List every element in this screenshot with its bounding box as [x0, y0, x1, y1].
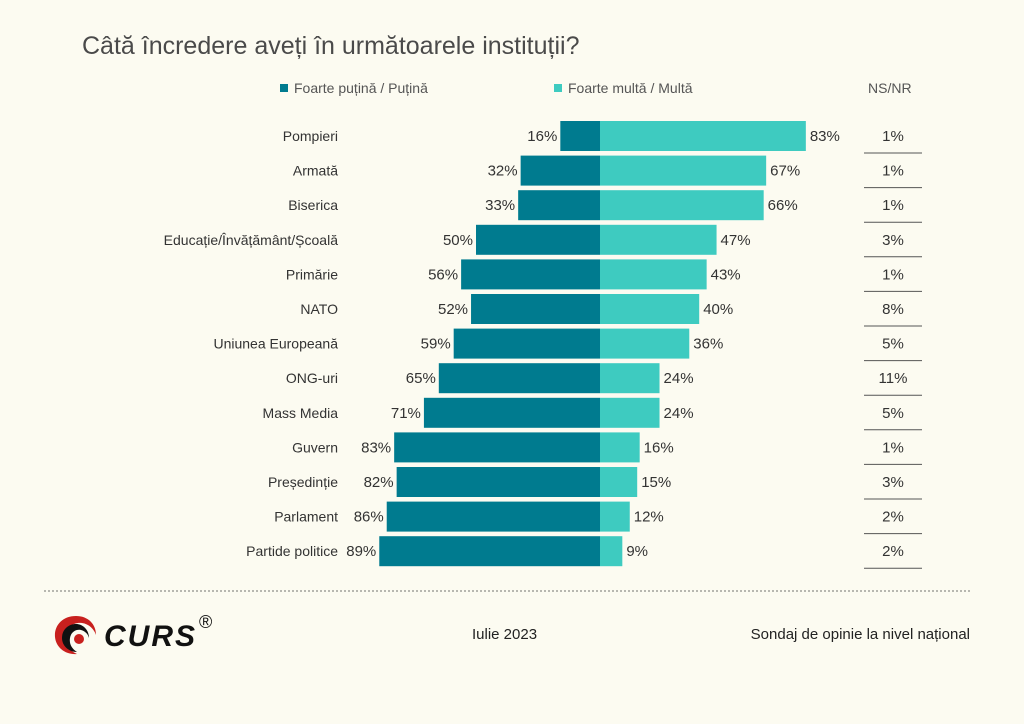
bar-high [600, 155, 767, 186]
data-label-low: 82% [364, 474, 394, 491]
category-label: Uniunea Europeană [213, 336, 338, 352]
bar-high [600, 467, 638, 497]
data-label-high: 15% [641, 474, 671, 491]
category-label: NATO [300, 301, 338, 317]
category-label: Președinție [268, 474, 338, 490]
data-label-high: 16% [644, 439, 674, 456]
nsnr-value: 2% [882, 509, 904, 526]
bar-low [471, 294, 600, 324]
data-label-high: 24% [664, 370, 694, 387]
legend-item-high: Foarte multă / Multă [554, 80, 693, 96]
data-label-high: 47% [721, 232, 751, 249]
bar-high [600, 259, 707, 290]
data-label-high: 36% [693, 336, 723, 353]
bar-high [600, 536, 623, 567]
legend-item-low: Foarte puțină / Puțină [280, 80, 428, 96]
bar-high [600, 294, 700, 324]
legend-swatch-high [554, 84, 562, 92]
data-label-high: 9% [626, 543, 648, 560]
footer-divider [44, 590, 970, 592]
nsnr-value: 2% [882, 543, 904, 560]
data-label-high: 67% [770, 163, 800, 180]
data-label-low: 56% [428, 266, 458, 283]
bar-low [520, 155, 600, 186]
bar-low [461, 259, 600, 290]
data-label-low: 32% [488, 163, 518, 180]
bar-low [396, 467, 600, 497]
data-label-low: 52% [438, 301, 468, 318]
bar-high [600, 432, 640, 463]
bar-high [600, 121, 806, 151]
data-label-high: 43% [711, 266, 741, 283]
data-label-low: 86% [354, 509, 384, 526]
data-label-high: 40% [703, 301, 733, 318]
bar-high [600, 397, 660, 428]
data-label-low: 65% [406, 370, 436, 387]
bar-low [379, 536, 600, 567]
nsnr-value: 5% [882, 405, 904, 422]
diverging-bar-chart: Pompieri 16% 83% 1% Armată 32% 67% 1% Biserica 33… [164, 121, 922, 569]
data-label-low: 83% [361, 439, 391, 456]
logo-text: CURS [104, 620, 198, 653]
nsnr-value: 1% [882, 197, 904, 214]
bar-low [423, 397, 600, 428]
nsnr-value: 1% [882, 128, 904, 145]
bar-low [560, 121, 600, 151]
bar-low [394, 432, 600, 463]
category-label: Primărie [286, 266, 338, 282]
category-label: Educație/Învățământ/Școală [164, 232, 339, 248]
bar-high [600, 501, 630, 532]
data-label-high: 24% [664, 405, 694, 422]
footer-date: Iulie 2023 [472, 626, 538, 643]
logo-registered-mark: ® [199, 612, 213, 632]
bar-low [518, 190, 600, 221]
category-label: Armată [293, 163, 338, 179]
data-label-high: 12% [634, 509, 664, 526]
nsnr-value: 11% [879, 370, 908, 387]
data-label-low: 71% [391, 405, 421, 422]
chart-title: Câtă încredere aveți în următoarele inst… [82, 32, 580, 60]
category-label: Biserica [288, 197, 338, 213]
legend-label-low: Foarte puțină / Puțină [294, 80, 428, 96]
legend-label-high: Foarte multă / Multă [568, 80, 693, 96]
data-label-high: 83% [810, 128, 840, 145]
data-label-low: 89% [346, 543, 376, 560]
data-label-low: 33% [485, 197, 515, 214]
category-label: Parlament [274, 509, 338, 525]
data-label-low: 50% [443, 232, 473, 249]
nsnr-value: 1% [882, 439, 904, 456]
nsnr-value: 1% [882, 163, 904, 180]
bar-low [453, 328, 600, 359]
curs-swirl-icon [54, 616, 96, 655]
category-label: Mass Media [263, 405, 339, 421]
footer-source: Sondaj de opinie la nivel național [750, 626, 970, 643]
bar-low [386, 501, 600, 532]
bar-low [476, 224, 600, 255]
category-label: Pompieri [283, 128, 338, 144]
bar-high [600, 190, 764, 221]
nsnr-value: 5% [882, 336, 904, 353]
bar-low [438, 363, 600, 394]
nsnr-value: 1% [882, 266, 904, 283]
bar-high [600, 224, 717, 255]
bar-high [600, 363, 660, 394]
nsnr-value: 3% [882, 474, 904, 491]
data-label-low: 59% [421, 336, 451, 353]
category-label: Partide politice [246, 543, 338, 559]
legend-swatch-low [280, 84, 288, 92]
data-label-high: 66% [768, 197, 798, 214]
category-label: Guvern [292, 439, 338, 455]
nsnr-value: 8% [882, 301, 904, 318]
curs-logo: CURS ® [52, 612, 212, 662]
category-label: ONG-uri [286, 370, 338, 386]
data-label-low: 16% [527, 128, 557, 145]
nsnr-value: 3% [882, 232, 904, 249]
bar-high [600, 328, 690, 359]
nsnr-column-header: NS/NR [868, 80, 912, 96]
